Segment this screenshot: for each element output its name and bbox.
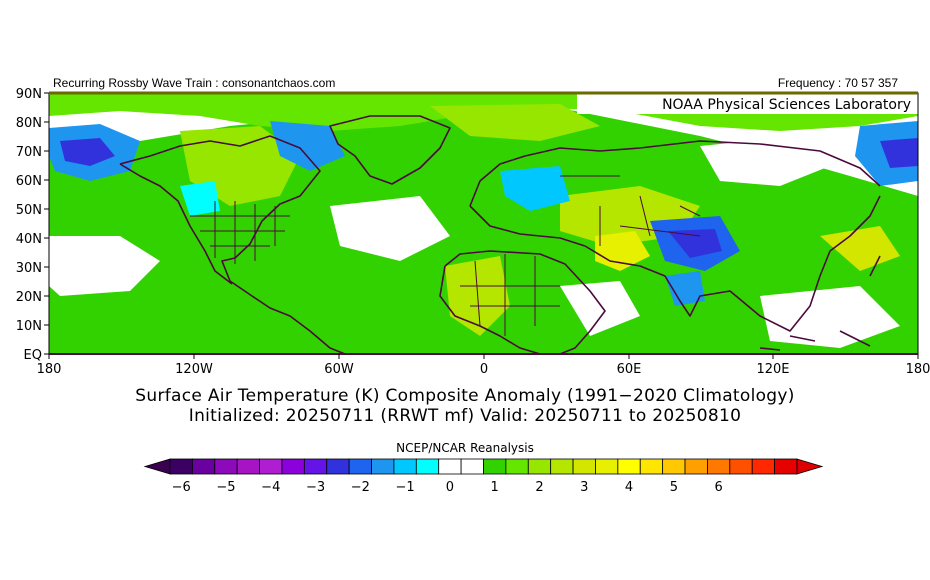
colorbar-cell bbox=[774, 458, 798, 475]
colorbar-tick-label: 6 bbox=[714, 480, 722, 495]
coastline bbox=[469, 205, 586, 247]
colorbar-tick-label: 5 bbox=[670, 480, 678, 495]
longitude-ticks: 180 120W 60W 0 60E 120E 180 bbox=[37, 354, 930, 376]
anomaly-region bbox=[430, 104, 600, 141]
colorbar-cell bbox=[236, 458, 260, 475]
colorbar: −6 −5 −4 −3 −2 −1 0 1 2 3 4 5 6 bbox=[143, 458, 824, 495]
anomaly-region bbox=[270, 121, 345, 171]
lat-label: EQ bbox=[24, 348, 42, 363]
colorbar-cell bbox=[438, 458, 462, 475]
coastlines bbox=[119, 115, 881, 355]
colorbar-tick-label: −6 bbox=[172, 480, 191, 495]
coastline bbox=[469, 140, 881, 207]
lat-label: 80N bbox=[16, 116, 42, 131]
anomaly-region bbox=[668, 229, 722, 258]
lab-label: NOAA Physical Sciences Laboratory bbox=[662, 97, 911, 113]
coastline bbox=[759, 255, 881, 351]
anomaly-region bbox=[180, 181, 220, 216]
colorbar-cells bbox=[143, 458, 824, 475]
colorbar-cell bbox=[460, 458, 484, 475]
colorbar-cell bbox=[303, 458, 328, 475]
coastline bbox=[444, 250, 606, 355]
lon-label: 120W bbox=[175, 362, 213, 376]
lat-label: 90N bbox=[16, 87, 42, 102]
colorbar-cell bbox=[371, 458, 395, 475]
colorbar-cell bbox=[259, 458, 283, 475]
lon-label: 60W bbox=[324, 362, 354, 376]
lon-label: 180 bbox=[906, 362, 930, 376]
coastline bbox=[584, 195, 881, 332]
anomaly-map: NOAA Physical Sciences Laboratory 90N 80N… bbox=[16, 87, 930, 376]
header-source: Recurring Rossby Wave Train : consonantc… bbox=[53, 76, 336, 90]
anomaly-region bbox=[760, 286, 900, 348]
colorbar-tick-label: 4 bbox=[625, 480, 633, 495]
coastline bbox=[329, 115, 451, 185]
anomaly-region bbox=[60, 138, 115, 166]
colorbar-tick-label: −5 bbox=[216, 480, 235, 495]
colorbar-cell bbox=[505, 458, 529, 475]
colorbar-cell bbox=[415, 458, 440, 475]
colorbar-cell bbox=[393, 458, 417, 475]
colorbar-ticks: −6 −5 −4 −3 −2 −1 0 1 2 3 4 5 6 bbox=[172, 480, 723, 495]
colorbar-cell bbox=[527, 458, 552, 475]
lon-label: 60E bbox=[617, 362, 642, 376]
lat-label: 20N bbox=[16, 290, 42, 305]
border bbox=[190, 201, 290, 264]
lat-label: 30N bbox=[16, 261, 42, 276]
colorbar-cell bbox=[595, 458, 619, 475]
anomaly-region bbox=[665, 271, 705, 306]
colorbar-cell bbox=[662, 458, 686, 475]
colorbar-cell bbox=[214, 458, 238, 475]
lat-label: 50N bbox=[16, 203, 42, 218]
colorbar-title: NCEP/NCAR Reanalysis bbox=[396, 441, 534, 455]
colorbar-cell bbox=[550, 458, 574, 475]
colorbar-tick-label: 1 bbox=[491, 480, 499, 495]
anomaly-region bbox=[560, 281, 640, 336]
colorbar-tick-label: −2 bbox=[351, 480, 370, 495]
colorbar-cell bbox=[617, 458, 641, 475]
colorbar-cell bbox=[191, 458, 216, 475]
colorbar-cell bbox=[729, 458, 753, 475]
map-subtitle: Initialized: 20250711 (RRWT mf) Valid: 2… bbox=[188, 406, 742, 426]
lat-label: 60N bbox=[16, 174, 42, 189]
colorbar-cell bbox=[639, 458, 664, 475]
header-frequency: Frequency : 70 57 357 bbox=[777, 76, 898, 90]
colorbar-low-arrow bbox=[143, 458, 171, 475]
lon-label: 120E bbox=[756, 362, 789, 376]
colorbar-tick-label: −4 bbox=[261, 480, 280, 495]
colorbar-cell bbox=[281, 458, 305, 475]
map-title: Surface Air Temperature (K) Composite An… bbox=[135, 386, 795, 406]
colorbar-cell bbox=[572, 458, 596, 475]
coastline bbox=[119, 135, 346, 355]
colorbar-high-arrow bbox=[796, 458, 824, 475]
colorbar-tick-label: 3 bbox=[580, 480, 588, 495]
colorbar-cell bbox=[684, 458, 708, 475]
anomaly-region bbox=[330, 196, 450, 261]
lat-label: 40N bbox=[16, 232, 42, 247]
colorbar-tick-label: 2 bbox=[535, 480, 543, 495]
lon-label: 0 bbox=[480, 362, 488, 376]
anomaly-region bbox=[49, 236, 160, 296]
anomaly-region bbox=[500, 166, 570, 211]
colorbar-tick-label: 0 bbox=[446, 480, 454, 495]
anomaly-region bbox=[820, 226, 900, 271]
colorbar-cell bbox=[348, 458, 372, 475]
lat-label: 10N bbox=[16, 319, 42, 334]
lon-label: 180 bbox=[37, 362, 62, 376]
border bbox=[460, 175, 701, 336]
anomaly-region bbox=[880, 138, 918, 168]
anomaly-fields bbox=[49, 93, 918, 354]
colorbar-tick-label: −3 bbox=[306, 480, 325, 495]
colorbar-tick-label: −1 bbox=[396, 480, 415, 495]
latitude-ticks: 90N 80N 70N 60N 50N 40N 30N 20N 10N EQ bbox=[16, 87, 49, 363]
colorbar-cell bbox=[751, 458, 776, 475]
coastline bbox=[119, 163, 233, 285]
colorbar-cell bbox=[326, 458, 350, 475]
colorbar-cell bbox=[483, 458, 507, 475]
colorbar-cell bbox=[169, 458, 193, 475]
colorbar-cell bbox=[707, 458, 731, 475]
lat-label: 70N bbox=[16, 145, 42, 160]
